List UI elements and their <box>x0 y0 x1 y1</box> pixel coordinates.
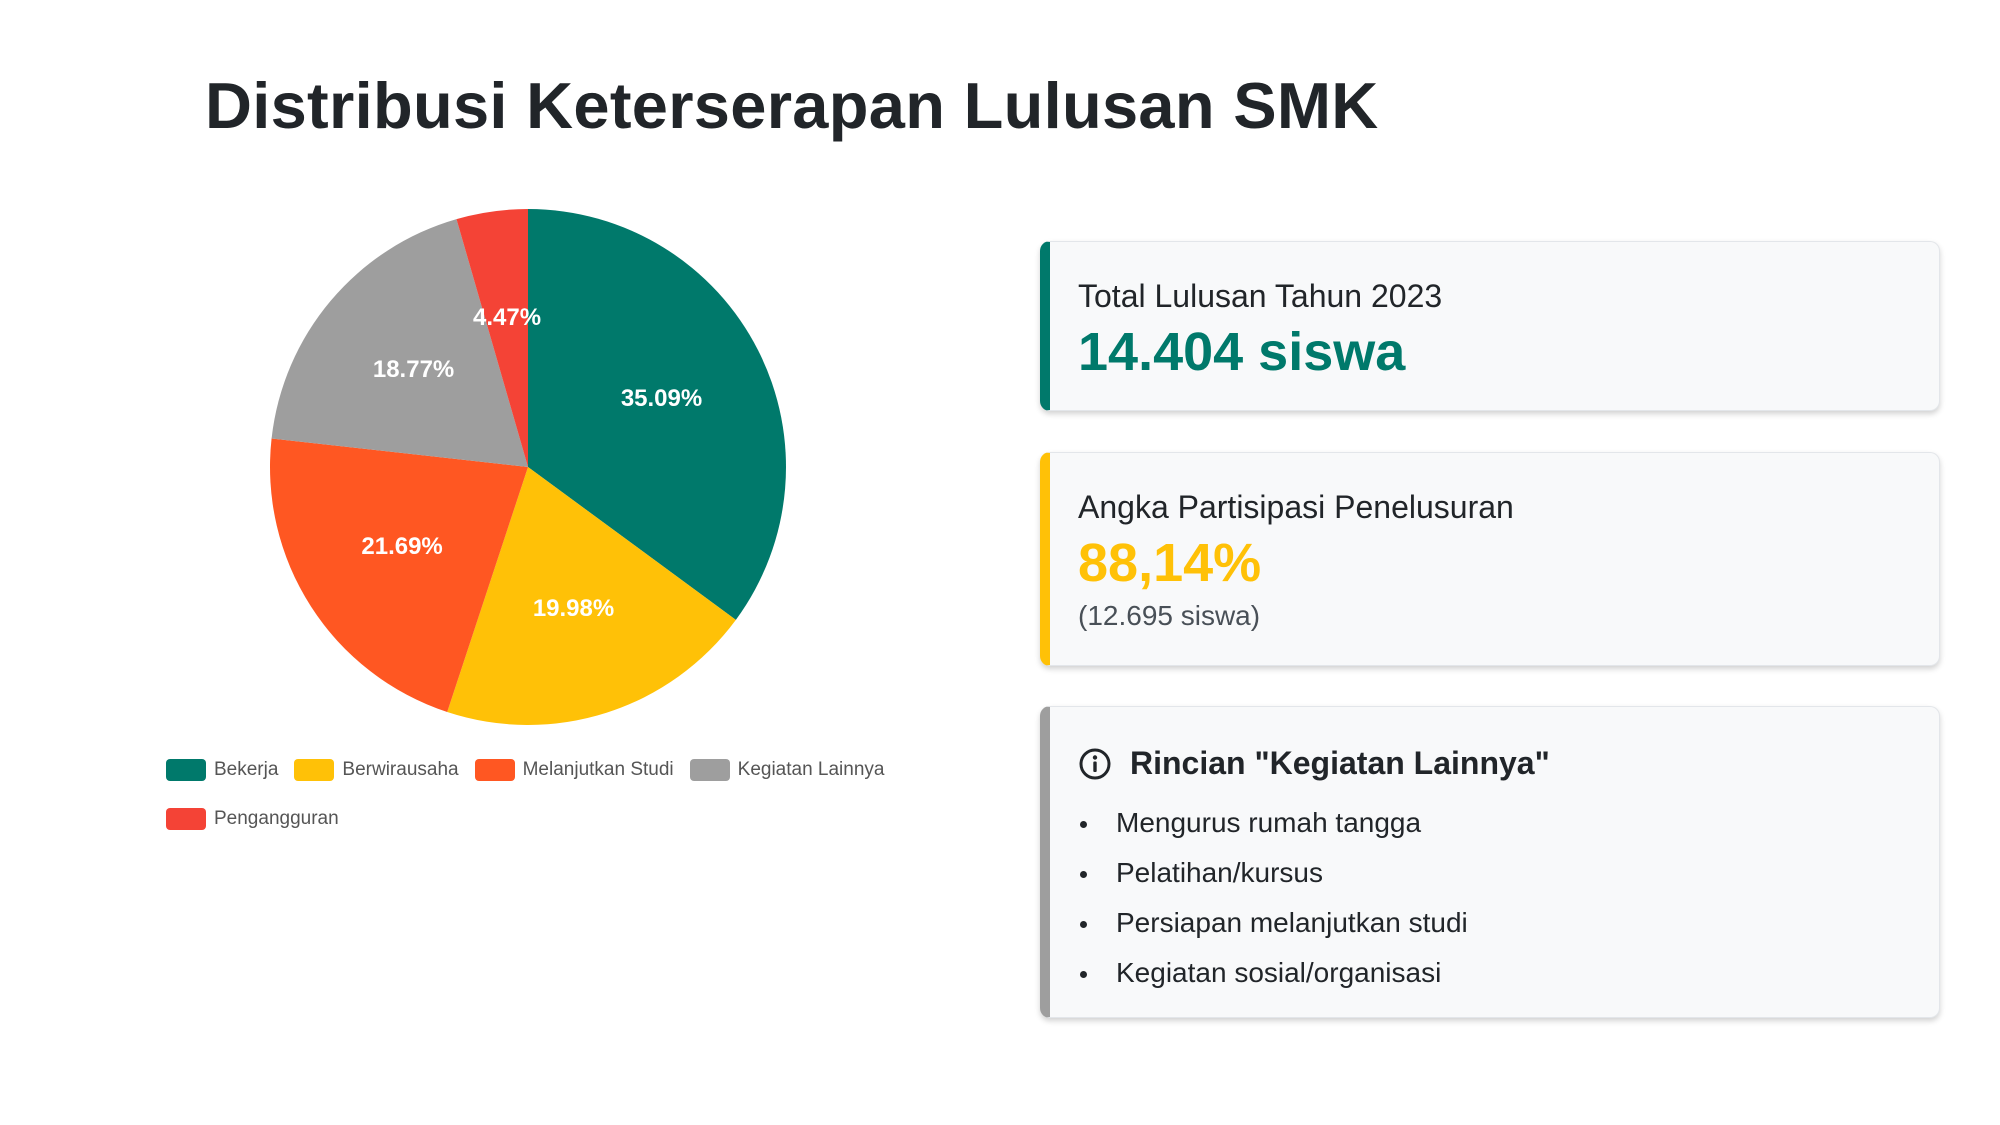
other-activities-card: Rincian "Kegiatan Lainnya" Mengurus ruma… <box>1040 706 1940 1018</box>
legend-label: Melanjutkan Studi <box>522 758 674 780</box>
slice-label-melanjutkan-studi: 21.69% <box>361 533 442 560</box>
legend-item-kegiatan-lainnya[interactable]: Kegiatan Lainnya <box>689 756 885 783</box>
participation-sub: (12.695 siswa) <box>1078 600 1261 631</box>
pie-slice-berwirausaha[interactable] <box>447 467 736 725</box>
other-activities-list: Mengurus rumah tangga Pelatihan/kursus P… <box>1078 798 1911 998</box>
legend-item-berwirausaha[interactable]: Berwirausaha <box>294 756 459 783</box>
slice-label-bekerja: 35.09% <box>621 385 702 412</box>
legend-swatch <box>166 758 206 781</box>
list-item: Mengurus rumah tangga <box>1078 798 1911 848</box>
legend-swatch <box>689 758 730 781</box>
legend-item-pengangguran[interactable]: Pengangguran <box>166 805 339 832</box>
participation-label: Angka Partisipasi Penelusuran <box>1078 489 1514 525</box>
legend-swatch <box>294 758 335 781</box>
legend-label: Pengangguran <box>214 807 339 829</box>
legend-label: Bekerja <box>214 758 279 780</box>
pie-slice-bekerja[interactable] <box>528 209 786 620</box>
total-graduates-card: Total Lulusan Tahun 2023 14.404 siswa <box>1040 241 1940 411</box>
legend-swatch <box>166 807 206 830</box>
pie-slice-melanjutkan-studi[interactable] <box>270 438 528 713</box>
list-item: Kegiatan sosial/organisasi <box>1078 948 1911 998</box>
slice-label-kegiatan-lainnya: 18.77% <box>373 356 454 383</box>
page-title: Distribusi Keterserapan Lulusan SMK <box>205 69 1379 142</box>
total-graduates-value: 14.404 siswa <box>1078 322 1406 382</box>
chart-legend: Bekerja Berwirausaha Melanjutkan Studi Kegi… <box>166 756 926 832</box>
legend-swatch <box>474 758 515 781</box>
list-item: Persiapan melanjutkan studi <box>1078 898 1911 948</box>
pie-chart: 35.09% 19.98% 21.69% 18.77% 4.47% <box>270 209 786 725</box>
total-graduates-label: Total Lulusan Tahun 2023 <box>1078 278 1443 314</box>
pie-slice-pengangguran[interactable] <box>456 209 528 467</box>
info-icon <box>1079 748 1111 779</box>
slice-label-berwirausaha: 19.98% <box>533 595 614 622</box>
legend-label: Berwirausaha <box>342 758 459 780</box>
participation-card: Angka Partisipasi Penelusuran 88,14% (12… <box>1040 452 1940 666</box>
list-item: Pelatihan/kursus <box>1078 848 1911 898</box>
participation-value: 88,14% <box>1078 533 1262 593</box>
legend-item-bekerja[interactable]: Bekerja <box>166 756 278 783</box>
other-activities-title: Rincian "Kegiatan Lainnya" <box>1130 745 1550 781</box>
slice-label-pengangguran: 4.47% <box>473 304 541 331</box>
pie-slice-kegiatan-lainnya[interactable] <box>271 219 528 467</box>
legend-item-melanjutkan-studi[interactable]: Melanjutkan Studi <box>474 756 674 783</box>
legend-label: Kegiatan Lainnya <box>737 758 885 780</box>
